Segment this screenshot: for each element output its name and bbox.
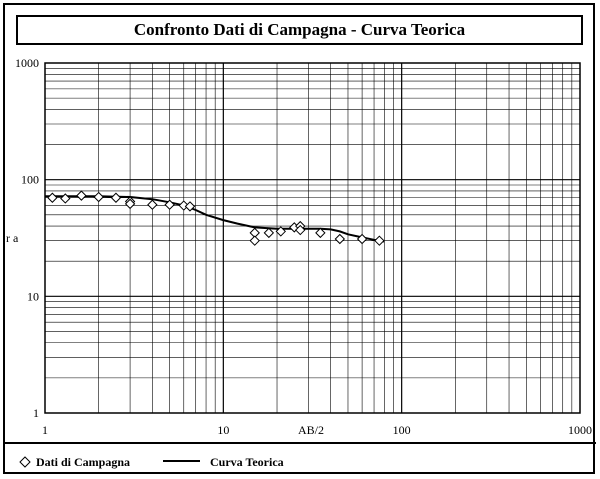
chart-frame (3, 3, 595, 474)
data-point-diamond (124, 198, 136, 210)
curva-teorica-line (45, 195, 385, 243)
series-points (47, 190, 385, 246)
x-tick-label: 1 (42, 423, 48, 437)
x-tick-label: 1000 (568, 423, 592, 437)
data-point-diamond (178, 200, 189, 211)
data-point-diamond (249, 235, 260, 246)
chart-ticks: 1 10 100 1000 1 10 100 1000 (15, 56, 592, 437)
y-axis-label: r a (6, 231, 19, 245)
series-curve (45, 195, 385, 243)
y-tick-label: 10 (27, 289, 39, 303)
data-point-diamond (47, 192, 58, 203)
data-point-diamond (110, 192, 122, 203)
data-point-diamond (356, 233, 368, 245)
data-point-diamond (93, 191, 104, 203)
plot-area-border (44, 62, 581, 414)
legend-label-dati: Dati di Campagna (36, 455, 130, 469)
legend: Dati di Campagna Curva Teorica (4, 442, 596, 469)
data-point-diamond (295, 224, 306, 236)
data-point-diamond (263, 227, 275, 239)
legend-label-curva: Curva Teorica (210, 455, 284, 469)
x-tick-label: 100 (393, 423, 411, 437)
data-point-diamond (275, 226, 287, 237)
legend-diamond-icon (19, 456, 31, 468)
data-point-diamond (334, 233, 346, 245)
chart-grid (44, 62, 581, 414)
data-point-diamond (76, 190, 87, 201)
y-tick-label: 100 (21, 173, 39, 187)
chart-title: Confronto Dati di Campagna - Curva Teori… (16, 15, 583, 45)
data-point-diamond (315, 227, 326, 239)
data-point-diamond (60, 193, 71, 204)
data-point-diamond (374, 235, 385, 246)
y-tick-label: 1 (33, 406, 39, 420)
x-tick-label: 10 (217, 423, 229, 437)
data-point-diamond (184, 201, 196, 212)
data-point-diamond (147, 199, 158, 210)
y-tick-label: 1000 (15, 56, 39, 70)
data-point-diamond (164, 199, 175, 210)
x-axis-label: AB/2 (298, 423, 324, 437)
